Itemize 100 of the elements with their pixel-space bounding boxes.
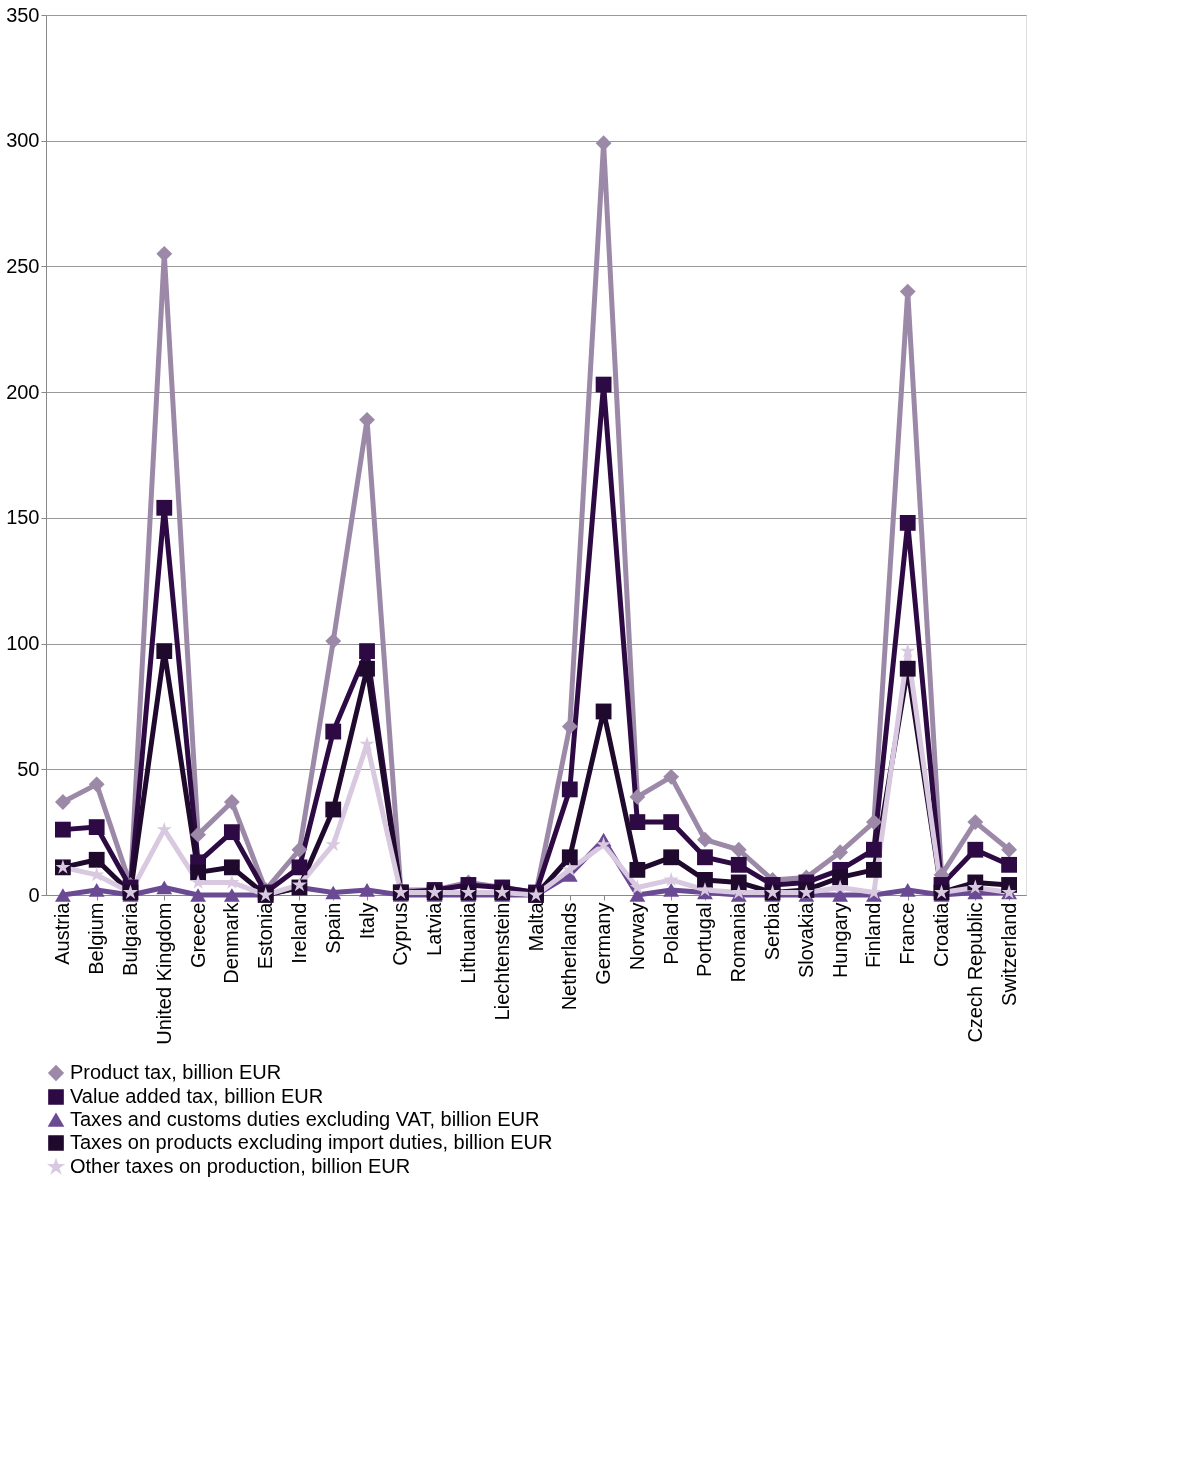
- point: [359, 643, 375, 660]
- x-tick-label: Spain: [321, 902, 344, 954]
- point: [629, 861, 646, 878]
- point: [223, 859, 240, 876]
- point: [866, 841, 882, 858]
- legend-label: Product tax, billion EUR: [70, 1061, 282, 1083]
- point: [291, 841, 308, 858]
- x-tick-label: Ireland: [287, 902, 310, 964]
- point: [967, 879, 983, 894]
- y-tick-label: 200: [6, 380, 40, 403]
- point: [1001, 856, 1018, 873]
- point: [832, 888, 849, 902]
- point: [54, 821, 71, 838]
- point: [866, 861, 882, 878]
- point: [359, 736, 375, 751]
- x-tick-label: Poland: [659, 902, 682, 965]
- point: [629, 814, 646, 830]
- y-tick-label: 0: [28, 883, 40, 906]
- point: [899, 514, 916, 531]
- point: [325, 836, 341, 852]
- point: [832, 879, 848, 894]
- x-tick-label: Portugal: [693, 902, 716, 977]
- point: [1001, 841, 1018, 858]
- point: [731, 884, 747, 899]
- x-tick-label: Estonia: [254, 901, 277, 970]
- x-tick-label: Finland: [862, 902, 885, 969]
- point: [88, 851, 105, 868]
- x-tick-label: France: [896, 902, 919, 965]
- x-tick-label: Lithuania: [456, 901, 479, 984]
- point: [561, 849, 578, 866]
- point: [190, 864, 206, 881]
- x-tick-label: Cyprus: [389, 902, 412, 966]
- x-tick-label: Croatia: [930, 901, 953, 967]
- point: [190, 826, 206, 843]
- x-tick-label: Romania: [727, 901, 750, 983]
- point: [54, 794, 71, 810]
- point: [697, 831, 713, 848]
- point: [325, 723, 342, 740]
- x-tick-label: Serbia: [761, 901, 784, 961]
- x-tick-label: Austria: [51, 901, 74, 965]
- x-tick-label: United Kingdom: [152, 902, 175, 1045]
- point: [223, 824, 240, 841]
- point: [595, 703, 612, 720]
- point: [595, 376, 612, 393]
- point: [663, 849, 680, 866]
- x-tick-label: Hungary: [828, 902, 851, 979]
- point: [223, 888, 240, 902]
- x-tick-label: Belgium: [85, 902, 108, 975]
- point: [223, 794, 240, 810]
- x-tick-label: Greece: [186, 902, 209, 969]
- x-tick-label: Netherlands: [558, 902, 581, 1011]
- point: [900, 643, 916, 658]
- point: [156, 643, 173, 660]
- x-tick-label: Liechtenstein: [490, 902, 513, 1021]
- point: [663, 883, 680, 897]
- point: [899, 883, 916, 897]
- x-tick-label: Switzerland: [997, 902, 1020, 1006]
- point: [54, 888, 71, 902]
- point: [359, 660, 375, 677]
- point: [325, 885, 342, 900]
- point: [156, 499, 173, 516]
- point: [291, 859, 308, 876]
- x-tick-label: Germany: [592, 902, 615, 985]
- point: [190, 874, 206, 889]
- point: [596, 836, 612, 852]
- point: [88, 776, 105, 793]
- y-tick-label: 350: [6, 3, 40, 26]
- x-tick-label: Czech Republic: [963, 902, 986, 1043]
- point: [730, 856, 747, 873]
- point: [730, 874, 747, 891]
- point: [967, 841, 984, 858]
- y-tick-label: 250: [6, 254, 40, 277]
- legend-label: Value added tax, billion EUR: [70, 1085, 324, 1107]
- point: [832, 869, 849, 886]
- point: [697, 872, 713, 888]
- point: [561, 781, 578, 798]
- point: [561, 718, 578, 735]
- point: [663, 768, 680, 785]
- legend-label: Taxes on products excluding import duties, billion EUR: [70, 1131, 553, 1153]
- point: [88, 883, 105, 897]
- point: [967, 814, 984, 830]
- legend-label: Taxes and customs duties excluding VAT, billion EUR: [70, 1108, 540, 1130]
- point: [156, 880, 173, 895]
- point: [866, 814, 882, 830]
- point: [190, 888, 206, 902]
- point: [629, 789, 646, 805]
- y-tick-label: 50: [17, 757, 40, 780]
- point: [663, 872, 679, 887]
- point: [88, 819, 105, 836]
- y-tick-label: 300: [6, 129, 40, 152]
- x-tick-label: Latvia: [423, 901, 446, 956]
- point: [663, 814, 680, 830]
- point: [562, 861, 578, 877]
- x-tick-label: Slovakia: [794, 901, 817, 979]
- point: [359, 883, 375, 897]
- x-tick-label: Norway: [625, 902, 648, 971]
- point: [730, 841, 747, 858]
- x-tick-label: Bulgaria: [118, 901, 141, 976]
- y-tick-label: 100: [6, 632, 40, 655]
- point: [325, 801, 342, 818]
